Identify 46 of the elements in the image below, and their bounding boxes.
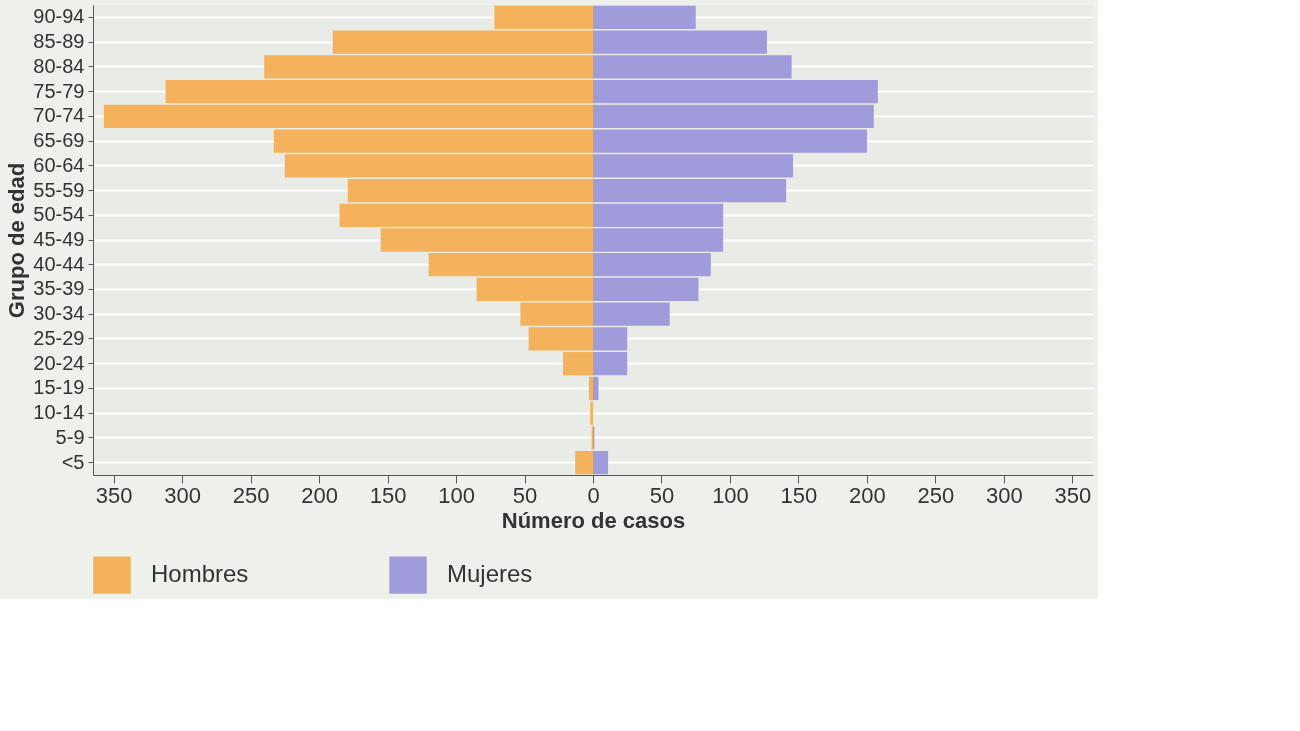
y-tick-label: 20-24 — [33, 351, 85, 374]
y-axis-title: Grupo de edad — [4, 162, 30, 319]
x-tick-label: 350 — [95, 482, 133, 508]
y-tick-label: 30-34 — [33, 302, 85, 325]
y-tick-label: 90-94 — [33, 5, 85, 28]
x-tick-label: 250 — [232, 482, 270, 508]
x-axis-title: Número de casos — [501, 507, 686, 533]
x-tick-label: 350 — [1054, 482, 1092, 508]
y-tick-label: 25-29 — [33, 326, 85, 349]
y-tick-label: 50-54 — [33, 203, 85, 226]
x-tick-label: 50 — [512, 482, 538, 508]
y-tick-label: <5 — [61, 450, 85, 473]
x-tick-label: 150 — [369, 482, 407, 508]
x-tick-label: 100 — [712, 482, 749, 508]
x-tick-label: 150 — [780, 482, 818, 508]
x-tick-label: 300 — [986, 482, 1023, 508]
y-tick-label: 85-89 — [33, 30, 85, 53]
legend-label: Hombres — [151, 560, 249, 588]
bar — [347, 178, 593, 203]
x-tick-label: 250 — [917, 482, 955, 508]
y-tick-label: 65-69 — [33, 129, 85, 152]
bar — [476, 277, 593, 302]
x-tick-label: 0 — [587, 482, 600, 508]
y-tick-label: 35-39 — [33, 277, 85, 300]
y-tick-label: 15-19 — [33, 376, 85, 399]
y-tick-label: 80-84 — [33, 54, 85, 77]
bar — [593, 376, 599, 401]
y-tick-label: 5-9 — [55, 425, 85, 448]
x-tick-label: 50 — [649, 482, 675, 508]
x-tick-label: 200 — [849, 482, 886, 508]
x-tick-label: 300 — [164, 482, 201, 508]
y-tick-label: 60-64 — [33, 153, 85, 176]
bar — [593, 277, 699, 302]
bar — [588, 376, 593, 401]
y-tick-label: 75-79 — [33, 79, 85, 102]
y-tick-label: 10-14 — [33, 401, 85, 424]
y-tick-label: 40-44 — [33, 252, 85, 275]
bar — [593, 178, 787, 203]
bar — [165, 79, 593, 104]
y-tick-label: 70-74 — [33, 104, 85, 127]
x-tick-label: 200 — [301, 482, 338, 508]
x-tick-label: 100 — [438, 482, 475, 508]
bar — [593, 79, 878, 104]
y-tick-label: 55-59 — [33, 178, 85, 201]
y-tick-label: 45-49 — [33, 228, 85, 250]
legend-label: Mujeres — [447, 560, 533, 588]
